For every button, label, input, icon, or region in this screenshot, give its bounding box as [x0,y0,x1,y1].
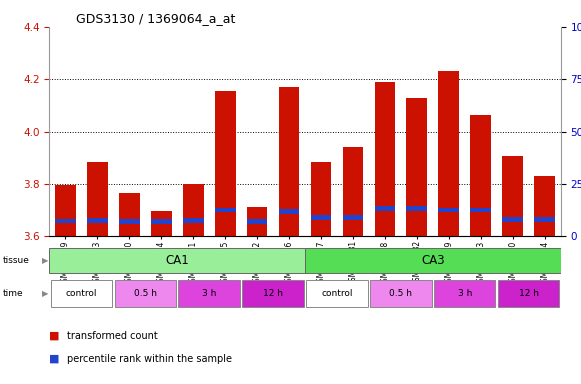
Text: 12 h: 12 h [519,289,539,298]
Bar [87,162,107,236]
Bar [535,217,555,222]
Bar [471,114,491,236]
Bar [51,280,112,307]
Bar [178,280,240,307]
Bar [471,208,491,212]
Bar [215,91,235,236]
Bar [242,280,304,307]
Bar [503,156,523,236]
Bar [311,162,331,236]
Bar [370,280,432,307]
Text: ▶: ▶ [42,256,48,265]
Bar [55,218,76,223]
Bar [247,207,267,236]
Text: time: time [3,289,23,298]
Bar [535,176,555,236]
Bar [407,98,427,236]
Bar [55,185,76,236]
Text: ■: ■ [49,331,60,341]
Text: 12 h: 12 h [263,289,283,298]
Bar [119,219,139,224]
Bar [279,209,299,214]
Text: control: control [321,289,353,298]
Bar [247,219,267,224]
Bar [119,193,139,236]
Bar [343,147,363,236]
Bar [434,280,496,307]
Text: percentile rank within the sample: percentile rank within the sample [67,354,232,364]
Bar [279,87,299,236]
Bar [215,208,235,212]
Bar [306,280,368,307]
Text: 0.5 h: 0.5 h [134,289,157,298]
Bar [375,206,395,211]
Text: CA3: CA3 [421,254,444,267]
Bar [503,217,523,222]
Bar [439,71,459,236]
Bar [151,211,171,236]
Text: GDS3130 / 1369064_a_at: GDS3130 / 1369064_a_at [76,12,235,25]
Bar [407,206,427,211]
Text: control: control [66,289,97,298]
Bar [439,208,459,212]
Bar [305,248,561,273]
Text: CA1: CA1 [166,254,189,267]
Bar [151,219,171,224]
Text: ▶: ▶ [42,289,48,298]
Bar [183,218,203,223]
Bar [343,215,363,220]
Text: transformed count: transformed count [67,331,157,341]
Bar [311,215,331,220]
Bar [114,280,176,307]
Text: 3 h: 3 h [202,289,216,298]
Bar [498,280,560,307]
Bar [87,218,107,223]
Bar [183,184,203,236]
Text: 3 h: 3 h [458,289,472,298]
Text: 0.5 h: 0.5 h [389,289,413,298]
Text: tissue: tissue [3,256,30,265]
Bar [49,248,305,273]
Text: ■: ■ [49,354,60,364]
Bar [375,82,395,236]
